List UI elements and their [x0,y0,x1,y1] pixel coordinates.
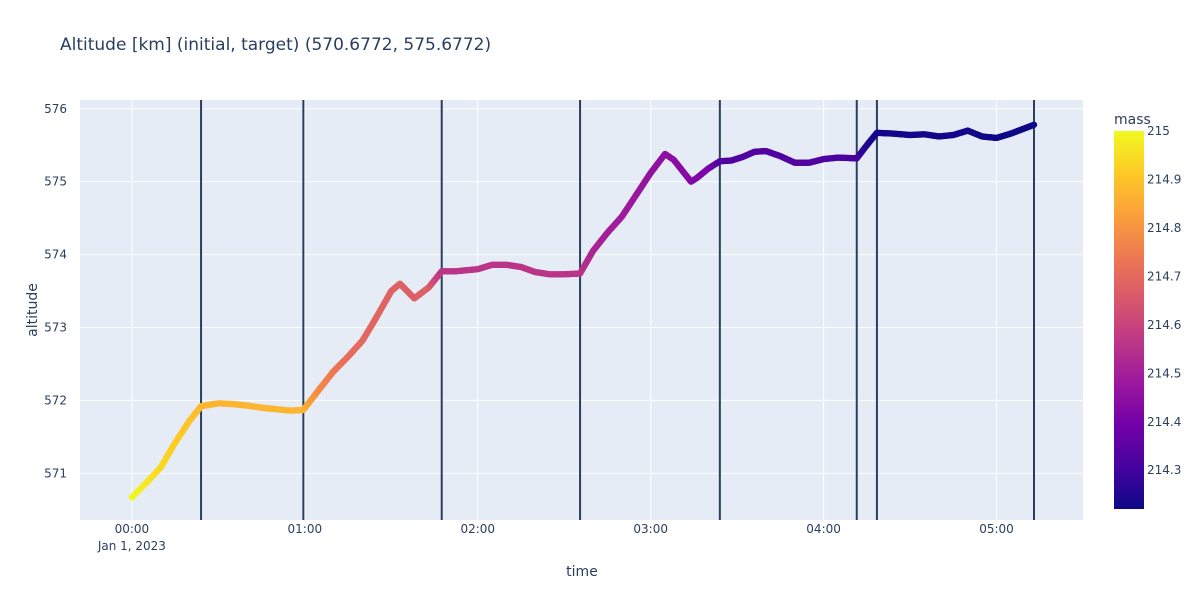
colorbar-tick-label: 214.4 [1147,415,1181,429]
colorbar-gradient [1114,131,1144,509]
colorbar-tick-label: 215 [1147,124,1170,138]
y-axis-title: altitude [25,283,41,337]
x-tick-label: 03:00 [633,522,668,536]
x-tick-label: 04:00 [806,522,841,536]
colorbar-tick-label: 214.9 [1147,172,1181,186]
x-axis-title: time [566,564,598,580]
x-axis-ticks: 00:00 Jan 1, 2023 01:00 02:00 03:00 04:00 05:0… [97,522,1014,553]
y-axis-ticks: 571 572 573 574 575 576 [44,102,67,481]
grid-lines [80,100,1083,520]
colorbar-tick-label: 214.8 [1147,221,1181,235]
y-tick-label: 573 [44,321,67,335]
y-tick-label: 571 [44,466,67,480]
x-tick-label: 01:00 [288,522,323,536]
y-tick-label: 574 [44,248,67,262]
colorbar-title: mass [1114,112,1151,128]
colorbar-tick-label: 214.6 [1147,318,1181,332]
colorbar-ticks: 215 214.9 214.8 214.7 214.6 214.5 214.4 214.3 [1147,124,1181,477]
x-tick-label: 00:00 [115,522,150,536]
altitude-series[interactable] [128,121,1038,501]
colorbar: mass 215214.9214.8214.7214.6214.5214.421… [1114,112,1181,509]
series-point [1030,121,1038,128]
y-tick-label: 572 [44,393,67,407]
y-tick-label: 575 [44,175,67,189]
plot-background [80,100,1083,520]
x-tick-label: 05:00 [979,522,1014,536]
vertical-lines [200,100,1036,520]
chart-title: Altitude [km] (initial, target) (570.677… [60,35,491,55]
colorbar-tick-label: 214.7 [1147,269,1181,283]
colorbar-tick-label: 214.5 [1147,366,1181,380]
x-tick-label: 02:00 [460,522,495,536]
y-tick-label: 576 [44,102,67,116]
colorbar-tick-label: 214.3 [1147,463,1181,477]
x-tick-sublabel: Jan 1, 2023 [97,539,166,553]
